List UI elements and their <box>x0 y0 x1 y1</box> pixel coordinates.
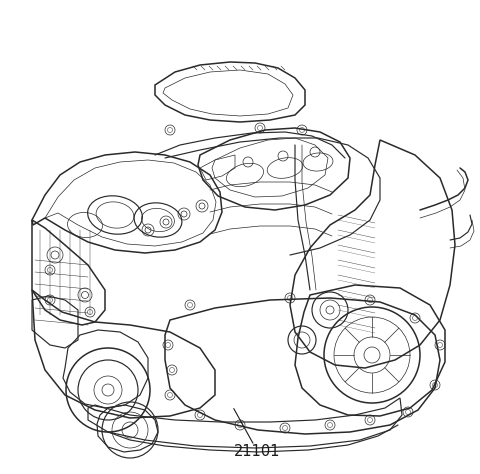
Text: 21101: 21101 <box>234 444 280 459</box>
